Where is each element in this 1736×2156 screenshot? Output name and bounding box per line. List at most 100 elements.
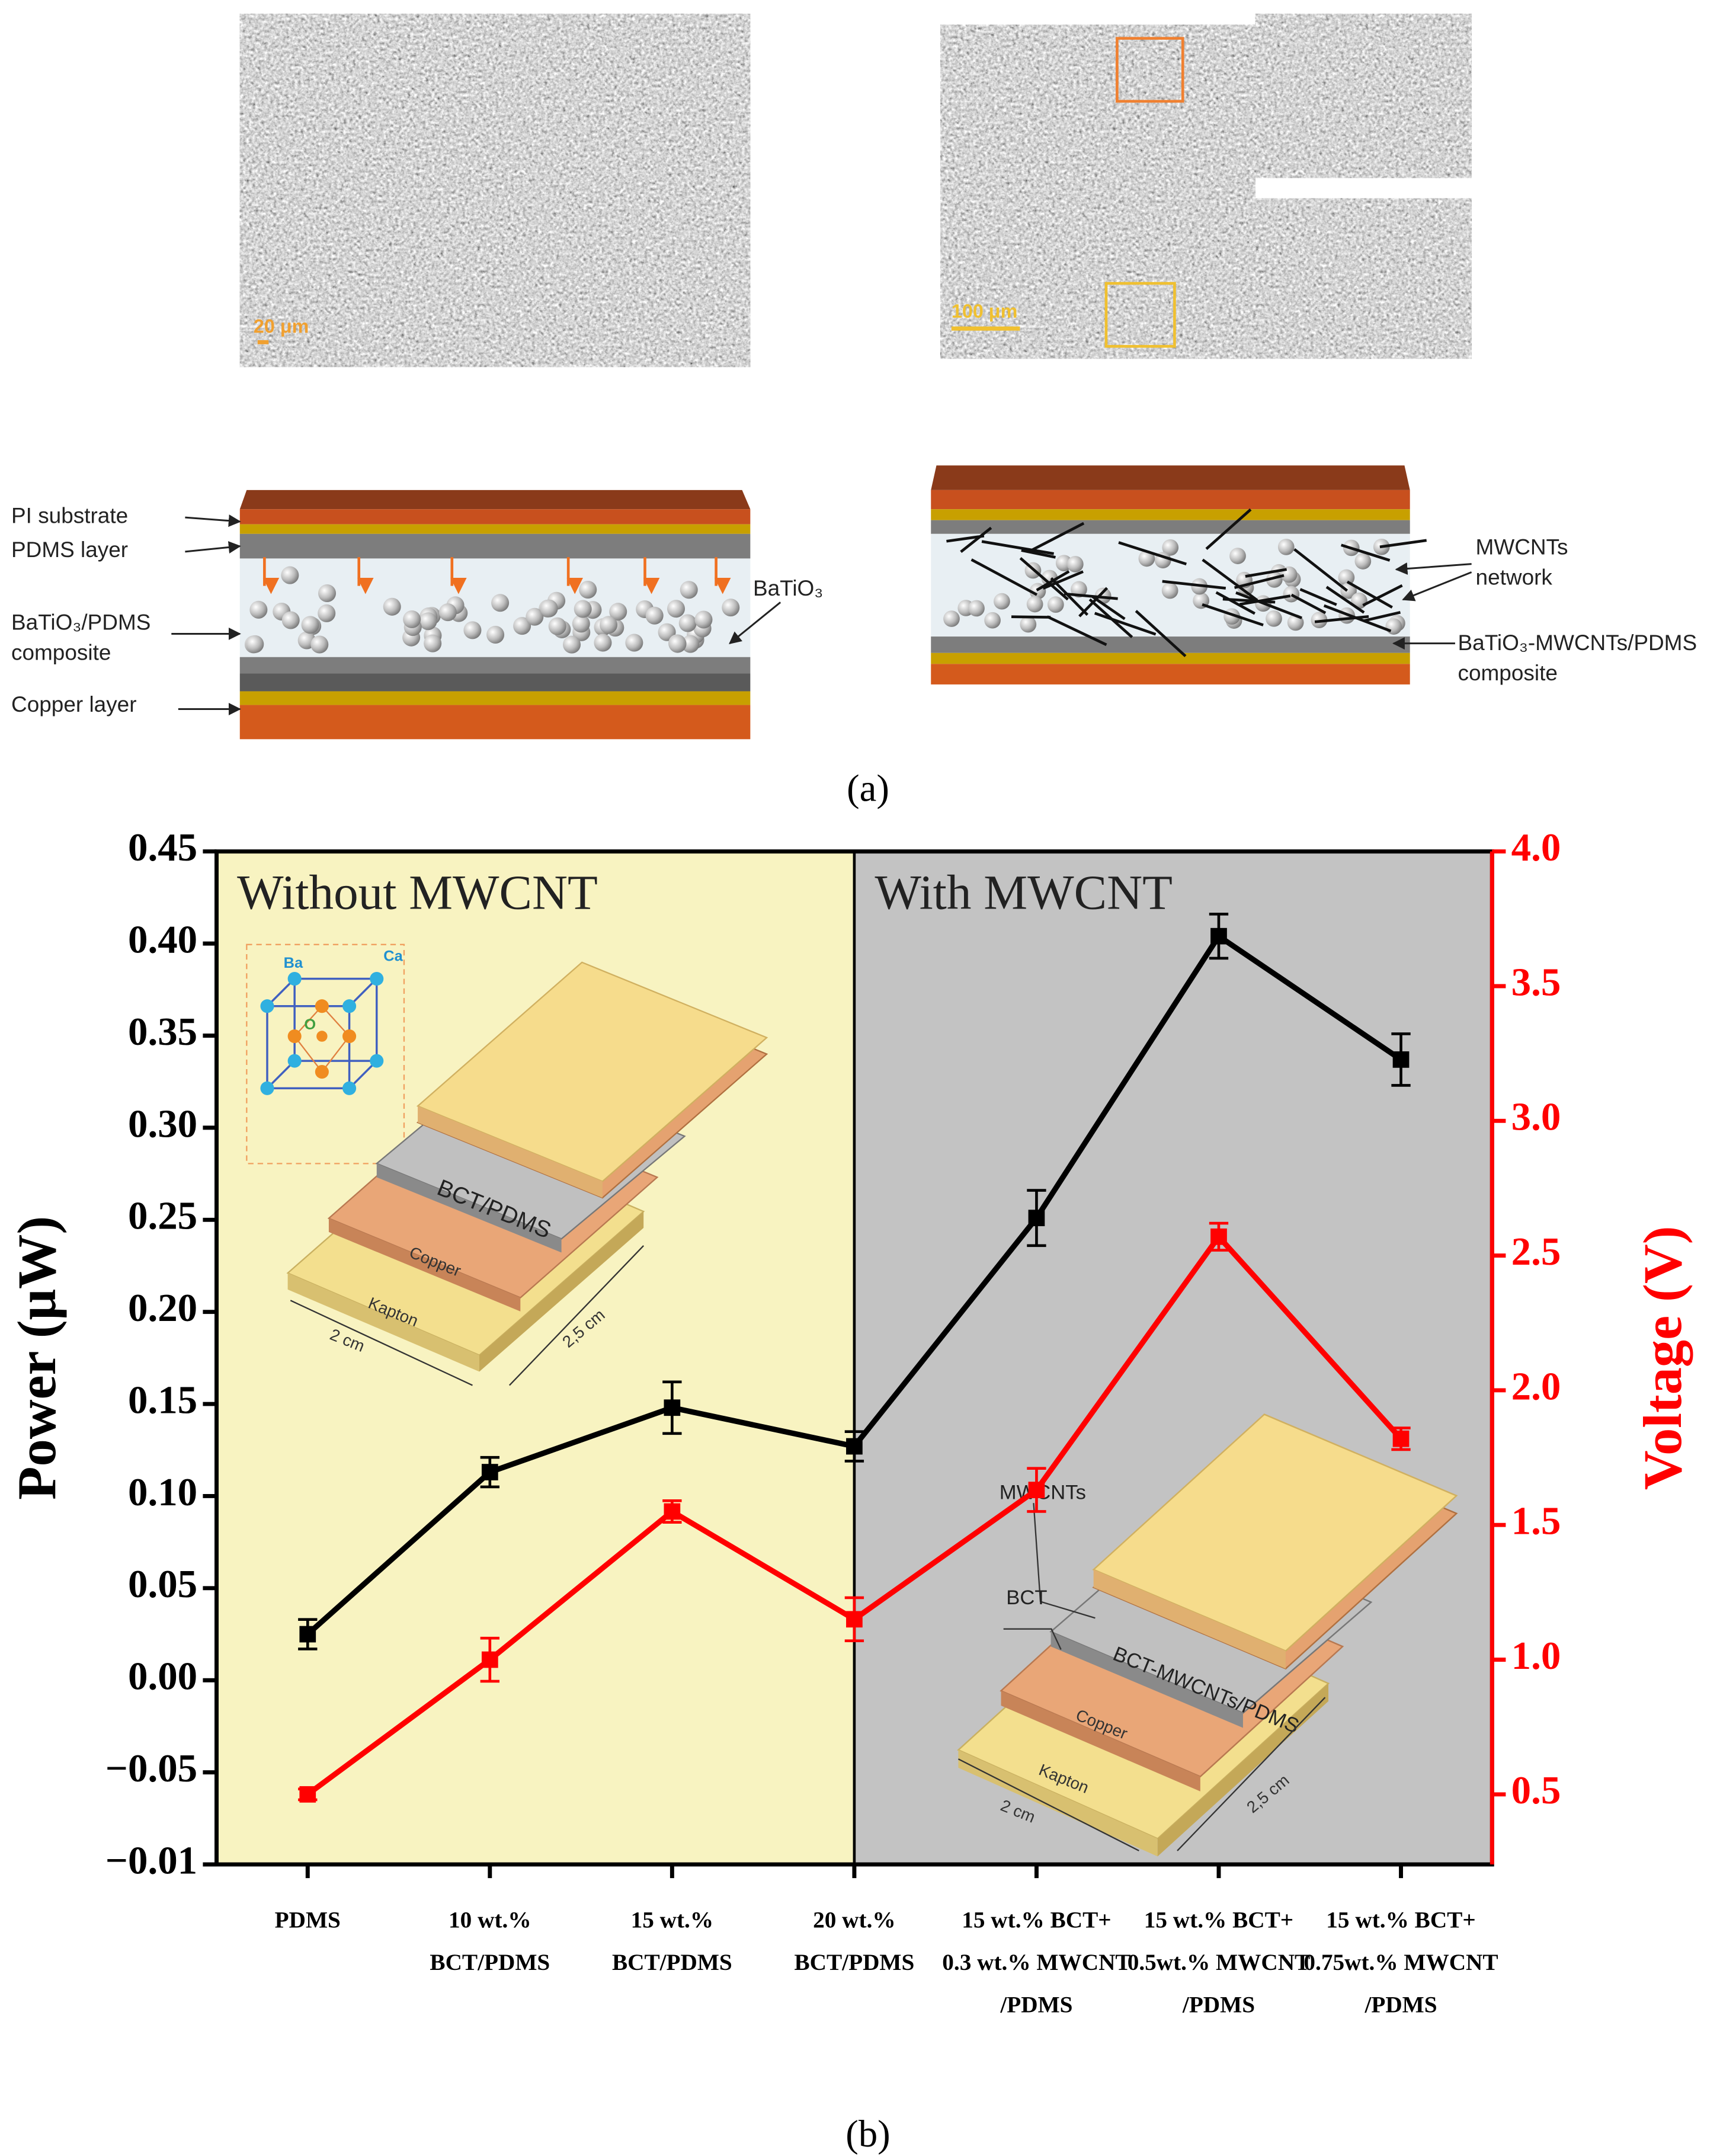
particle: [526, 607, 544, 626]
particle: [438, 603, 457, 622]
x-tick-label: 15 wt.% BCT/PDMS: [612, 1907, 732, 1975]
particle: [281, 611, 300, 629]
marker: [1210, 927, 1227, 945]
particle: [424, 634, 442, 652]
nanotube: [1202, 558, 1258, 602]
nanotube: [1363, 611, 1401, 622]
particle: [1385, 618, 1402, 635]
particle: [722, 599, 740, 617]
particle: [594, 634, 612, 652]
x-tick-label: 15 wt.% BCT+ 0.5wt.% MWCNT/PDMS: [1128, 1907, 1311, 2017]
particle: [1138, 550, 1155, 567]
panel-label: (b): [845, 2112, 890, 2155]
nanotube: [1235, 591, 1302, 619]
sem-image: [940, 24, 1255, 359]
nanotube: [1019, 557, 1069, 601]
zoom-box: [1104, 282, 1176, 348]
inset-label: Ba: [284, 955, 303, 971]
nanotube: [1202, 603, 1264, 626]
particle: [491, 594, 510, 612]
y-tick-label: 0.45: [128, 826, 197, 869]
nanotube: [946, 535, 985, 543]
y-tick-label: −0.05: [105, 1746, 197, 1790]
nanotube: [1379, 539, 1427, 549]
nanotube: [1346, 580, 1393, 609]
panel-label: (a): [847, 766, 889, 809]
particle: [1311, 612, 1328, 629]
sem-zoom: [1253, 11, 1474, 180]
particle: [694, 610, 713, 629]
layer-label: BaTiO₃/PDMS composite: [11, 610, 150, 665]
particle: [486, 625, 505, 644]
particle: [572, 615, 590, 633]
particle: [943, 610, 960, 627]
marker: [1392, 1051, 1410, 1068]
particle: [318, 604, 336, 622]
nanotube: [1064, 592, 1118, 600]
particle: [1229, 548, 1246, 564]
particle: [1026, 596, 1043, 613]
particle: [419, 612, 437, 631]
x-tick-label: 15 wt.% BCT+ 0.3 wt.% MWCNT/PDMS: [942, 1907, 1130, 2017]
x-tick-label: 10 wt.% BCT/PDMS: [430, 1907, 550, 1975]
y2-tick-label: 0.5: [1511, 1768, 1561, 1812]
leader-lines: [171, 514, 781, 716]
nanotube: [971, 558, 1038, 596]
nanotube: [981, 540, 1054, 555]
nanotube: [1239, 594, 1291, 606]
particle-label: BaTiO₃: [753, 576, 823, 600]
nanotube: [1325, 586, 1365, 614]
nanotube: [1299, 588, 1337, 606]
particle: [668, 635, 687, 653]
particle: [403, 610, 421, 629]
y2-axis-title: Voltage (V): [1632, 1226, 1693, 1490]
particle: [540, 599, 558, 618]
particle: [1283, 586, 1300, 603]
marker: [481, 1651, 498, 1668]
particle: [249, 600, 268, 619]
y-tick-label: 0.00: [128, 1655, 197, 1698]
scale-bar-label: 100 μm: [952, 300, 1017, 322]
particle: [563, 635, 581, 654]
y2-tick-label: 3.0: [1511, 1095, 1561, 1139]
marker: [664, 1503, 681, 1520]
y-tick-label: 0.10: [128, 1470, 197, 1514]
y-tick-label: 0.20: [128, 1286, 197, 1330]
nanotube: [1021, 549, 1056, 559]
region-label: With MWCNT: [875, 865, 1173, 920]
leader-lines: [1392, 562, 1472, 650]
particle: [310, 635, 329, 654]
layer-label: PDMS layer: [11, 538, 128, 562]
particle: [984, 612, 1001, 629]
nanotube: [1162, 580, 1226, 590]
region-label: Without MWCNT: [237, 865, 598, 920]
y2-tick-label: 2.5: [1511, 1230, 1561, 1274]
zoom-box: [1116, 37, 1184, 103]
particle: [1020, 616, 1037, 633]
layer-label: BaTiO₃-MWCNTs/PDMS composite: [1458, 631, 1697, 685]
y2-tick-label: 4.0: [1511, 826, 1561, 869]
sem-image: [239, 14, 751, 367]
nanotube: [1205, 508, 1252, 551]
particle: [680, 581, 698, 599]
particle: [463, 621, 482, 639]
nanotube: [1245, 568, 1287, 578]
nanotube: [1042, 570, 1084, 590]
y-tick-label: 0.30: [128, 1102, 197, 1146]
nanotube: [1135, 610, 1187, 657]
particle: [625, 634, 643, 652]
particle: [609, 603, 627, 621]
layer-label: PI substrate: [11, 503, 128, 527]
nanotube: [1362, 584, 1403, 607]
particle: [383, 597, 401, 616]
particle: [301, 616, 319, 634]
y-tick-label: 0.35: [128, 1010, 197, 1054]
particle: [246, 635, 264, 653]
dimension-lines: [957, 1697, 1326, 1851]
marker: [299, 1626, 316, 1643]
nanotube: [1215, 591, 1255, 615]
marker: [1210, 1228, 1227, 1245]
y-tick-label: 0.40: [128, 917, 197, 961]
particle: [600, 616, 618, 634]
